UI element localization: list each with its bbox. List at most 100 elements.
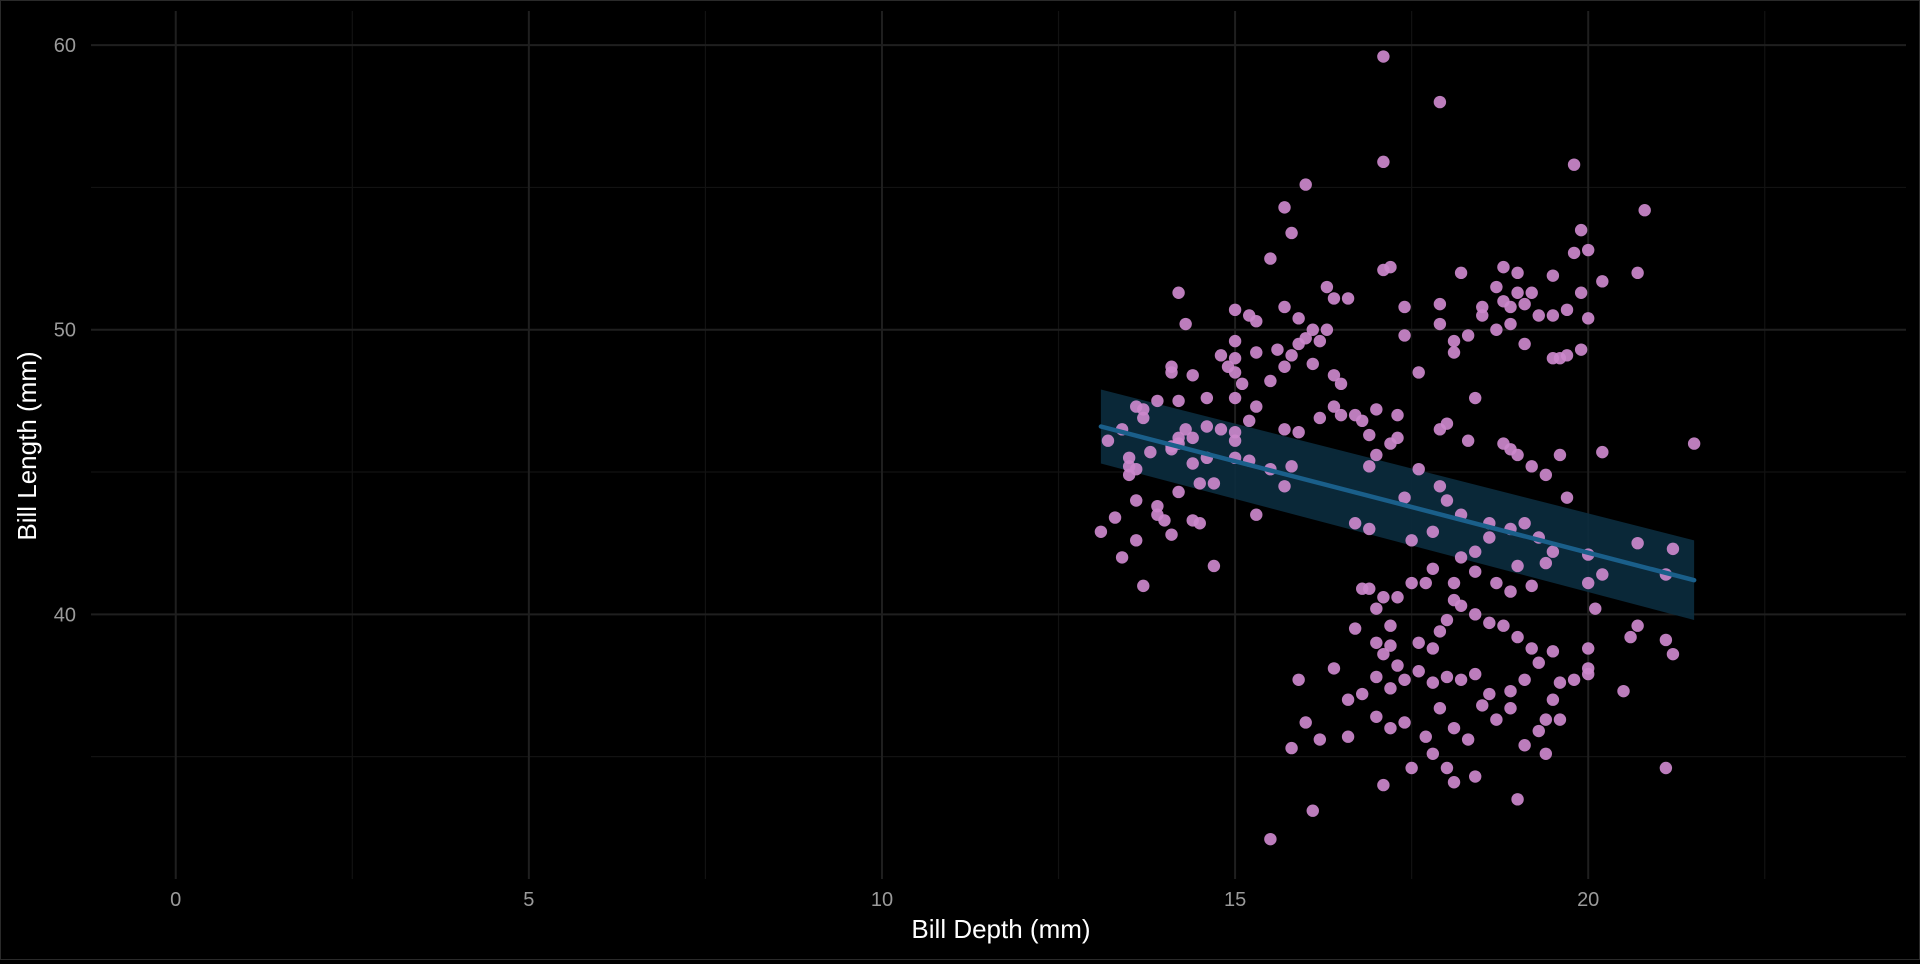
point-layer xyxy=(1094,50,1701,846)
data-point xyxy=(1461,434,1475,447)
data-point xyxy=(1497,260,1510,274)
data-point xyxy=(1285,349,1298,362)
data-point xyxy=(1370,636,1383,649)
data-point xyxy=(1412,665,1425,678)
data-point xyxy=(1207,559,1221,573)
data-point xyxy=(1151,394,1164,408)
data-point xyxy=(1341,292,1355,305)
data-point xyxy=(1398,300,1411,314)
data-point xyxy=(1193,477,1206,490)
data-point xyxy=(1228,352,1242,365)
data-point xyxy=(1356,582,1369,595)
data-point xyxy=(1546,645,1560,658)
data-point xyxy=(1518,337,1531,351)
x-tick-label: 10 xyxy=(871,889,893,911)
data-point xyxy=(1525,579,1538,593)
data-point xyxy=(1574,223,1588,237)
data-point xyxy=(1327,369,1341,382)
data-point xyxy=(1172,431,1185,445)
data-point xyxy=(1363,522,1376,536)
data-point xyxy=(1348,517,1362,530)
data-point xyxy=(1596,568,1609,581)
data-point xyxy=(1581,312,1595,325)
x-tick-label: 0 xyxy=(170,889,181,911)
data-point xyxy=(1511,793,1524,806)
data-point xyxy=(1546,545,1560,558)
data-point xyxy=(1235,377,1249,391)
data-point xyxy=(1207,477,1221,490)
data-point xyxy=(1631,536,1644,550)
data-point xyxy=(1461,733,1475,746)
data-point xyxy=(1440,670,1454,684)
data-point xyxy=(1398,673,1411,686)
data-point xyxy=(1631,619,1644,632)
data-point xyxy=(1384,639,1397,652)
data-point xyxy=(1447,721,1461,735)
data-point xyxy=(1363,428,1376,442)
data-point xyxy=(1412,366,1425,379)
data-point xyxy=(1490,280,1503,294)
data-point xyxy=(1518,673,1531,686)
data-point xyxy=(1483,616,1496,630)
data-point xyxy=(1454,266,1468,280)
data-point xyxy=(1179,423,1192,436)
data-point xyxy=(1553,676,1567,689)
data-point xyxy=(1574,343,1588,356)
data-point xyxy=(1532,656,1545,669)
data-point xyxy=(1320,323,1334,336)
data-point xyxy=(1200,420,1214,433)
data-point xyxy=(1264,374,1277,388)
data-point xyxy=(1122,451,1136,465)
data-point xyxy=(1299,178,1312,191)
data-point xyxy=(1476,699,1489,712)
y-tick-label: 60 xyxy=(54,35,76,57)
data-point xyxy=(1624,630,1637,644)
data-point xyxy=(1356,687,1369,701)
data-point xyxy=(1631,266,1644,280)
data-point xyxy=(1461,329,1475,342)
data-point xyxy=(1186,457,1199,470)
data-point xyxy=(1370,448,1383,462)
data-point xyxy=(1158,514,1171,527)
data-point xyxy=(1525,286,1538,299)
data-point xyxy=(1214,423,1228,436)
grid-lines xyxy=(91,11,1906,879)
x-tick-label: 20 xyxy=(1577,889,1599,911)
data-point xyxy=(1370,602,1383,615)
data-point xyxy=(1546,693,1560,706)
data-point xyxy=(1341,730,1355,743)
data-point xyxy=(1151,499,1164,513)
data-point xyxy=(1384,721,1397,735)
data-point xyxy=(1405,761,1418,775)
data-point xyxy=(1186,431,1199,445)
data-point xyxy=(1433,95,1447,109)
data-point xyxy=(1469,391,1482,405)
y-tick-label: 40 xyxy=(54,604,76,626)
x-tick-label: 5 xyxy=(523,889,534,911)
data-point xyxy=(1504,300,1517,314)
data-point xyxy=(1504,684,1517,698)
data-point xyxy=(1384,437,1397,450)
data-point xyxy=(1419,576,1432,590)
data-point xyxy=(1426,747,1440,760)
regression-line xyxy=(1098,424,1697,583)
data-point xyxy=(1278,201,1291,214)
data-point xyxy=(1228,334,1242,348)
data-point xyxy=(1426,676,1440,689)
data-point xyxy=(1511,286,1524,299)
data-point xyxy=(1412,636,1425,649)
data-point xyxy=(1412,462,1425,476)
data-point xyxy=(1292,312,1305,325)
data-point xyxy=(1264,252,1277,265)
y-tick-label: 50 xyxy=(54,320,76,342)
data-point xyxy=(1574,286,1588,299)
data-point xyxy=(1581,576,1595,590)
data-point xyxy=(1476,300,1489,314)
data-point xyxy=(1320,280,1334,294)
data-point xyxy=(1405,534,1418,547)
data-point xyxy=(1589,602,1602,615)
data-point xyxy=(1454,599,1468,612)
data-point xyxy=(1433,625,1447,638)
data-point xyxy=(1228,434,1242,447)
